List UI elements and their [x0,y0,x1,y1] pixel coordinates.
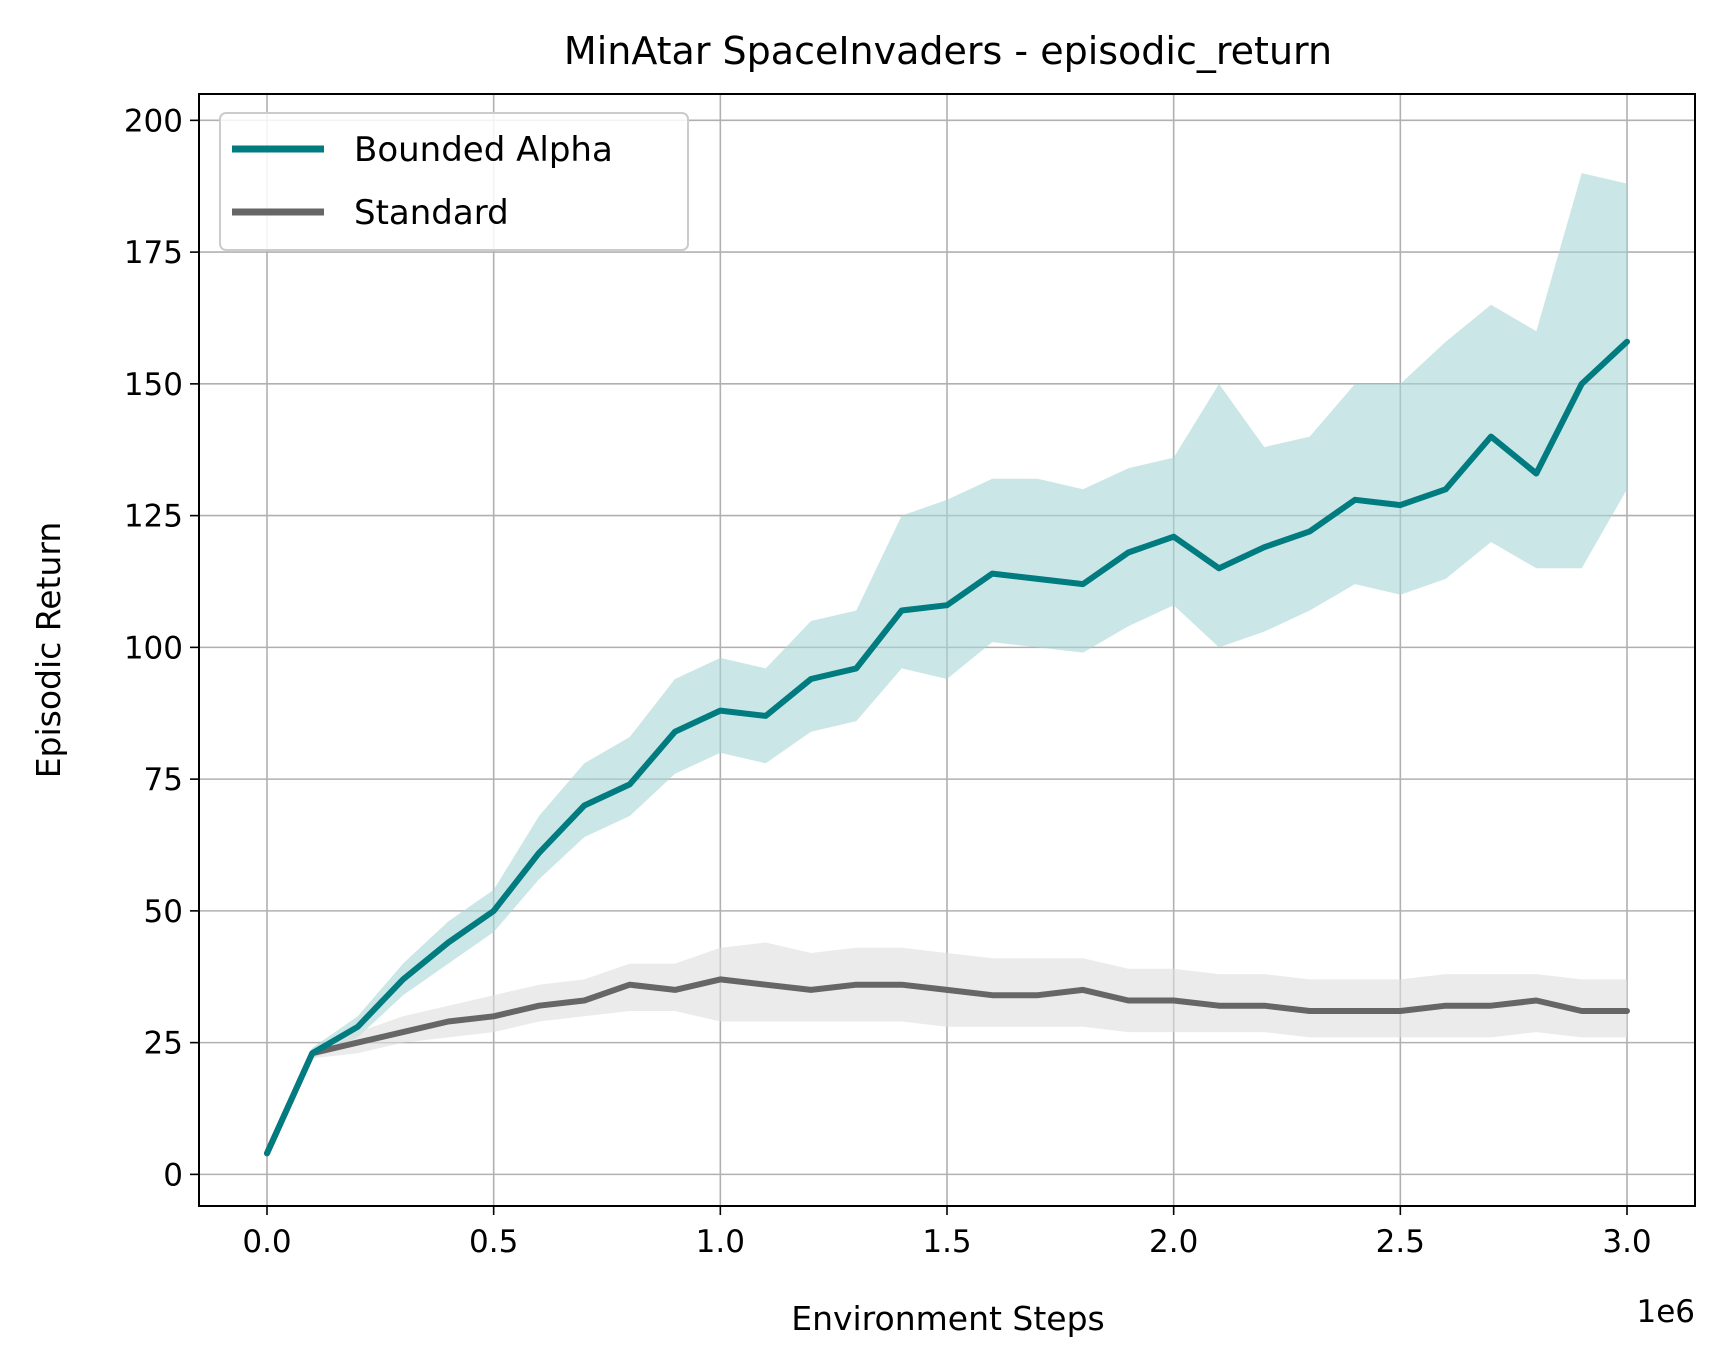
x-tick-label: 3.0 [1602,1224,1651,1260]
y-tick-label: 150 [124,367,183,403]
line-bounded-alpha [264,338,1630,1157]
y-tick-label: 50 [144,894,183,930]
series-lines [264,338,1630,1157]
x-tick-label: 0.5 [469,1224,518,1260]
x-tick-label: 2.5 [1376,1224,1425,1260]
line-standard [264,976,1630,1157]
x-tick-label: 1.0 [696,1224,745,1260]
chart-title: MinAtar SpaceInvaders - episodic_return [564,29,1332,73]
x-tick-label: 1.5 [922,1224,971,1260]
band-bounded-alpha [267,173,1627,1154]
y-tick-label: 0 [163,1157,183,1193]
x-tick-label: 0.0 [242,1224,291,1260]
y-axis-label: Episodic Return [29,522,68,779]
legend-label-bounded-alpha: Bounded Alpha [354,130,613,170]
x-axis-label: Environment Steps [791,1299,1105,1338]
x-axis-ticks: 0.0 0.5 1.0 1.5 2.0 2.5 3.0 [242,1206,1652,1260]
y-tick-label: 200 [124,103,183,139]
x-tick-label: 2.0 [1149,1224,1198,1260]
y-tick-label: 125 [124,499,183,535]
legend: Bounded Alpha Standard [219,112,689,251]
y-tick-label: 100 [124,630,183,666]
legend-box [219,112,689,251]
y-tick-label: 175 [124,235,183,271]
y-axis-ticks: 0 25 50 75 100 125 150 175 200 [124,103,199,1193]
legend-label-standard: Standard [354,193,509,233]
y-tick-label: 75 [144,762,183,798]
x-axis-offset-text: 1e6 [1636,1294,1695,1330]
y-tick-label: 25 [144,1026,183,1062]
grid [199,94,1695,1206]
